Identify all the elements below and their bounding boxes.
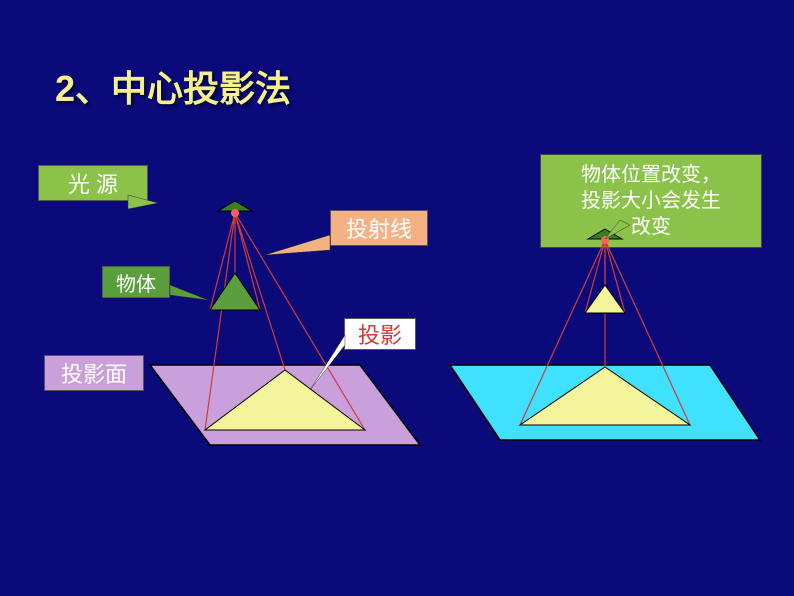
diagram-left — [120, 195, 420, 455]
diagram-right — [430, 225, 770, 455]
slide-title: 2、中心投影法 — [55, 60, 291, 112]
